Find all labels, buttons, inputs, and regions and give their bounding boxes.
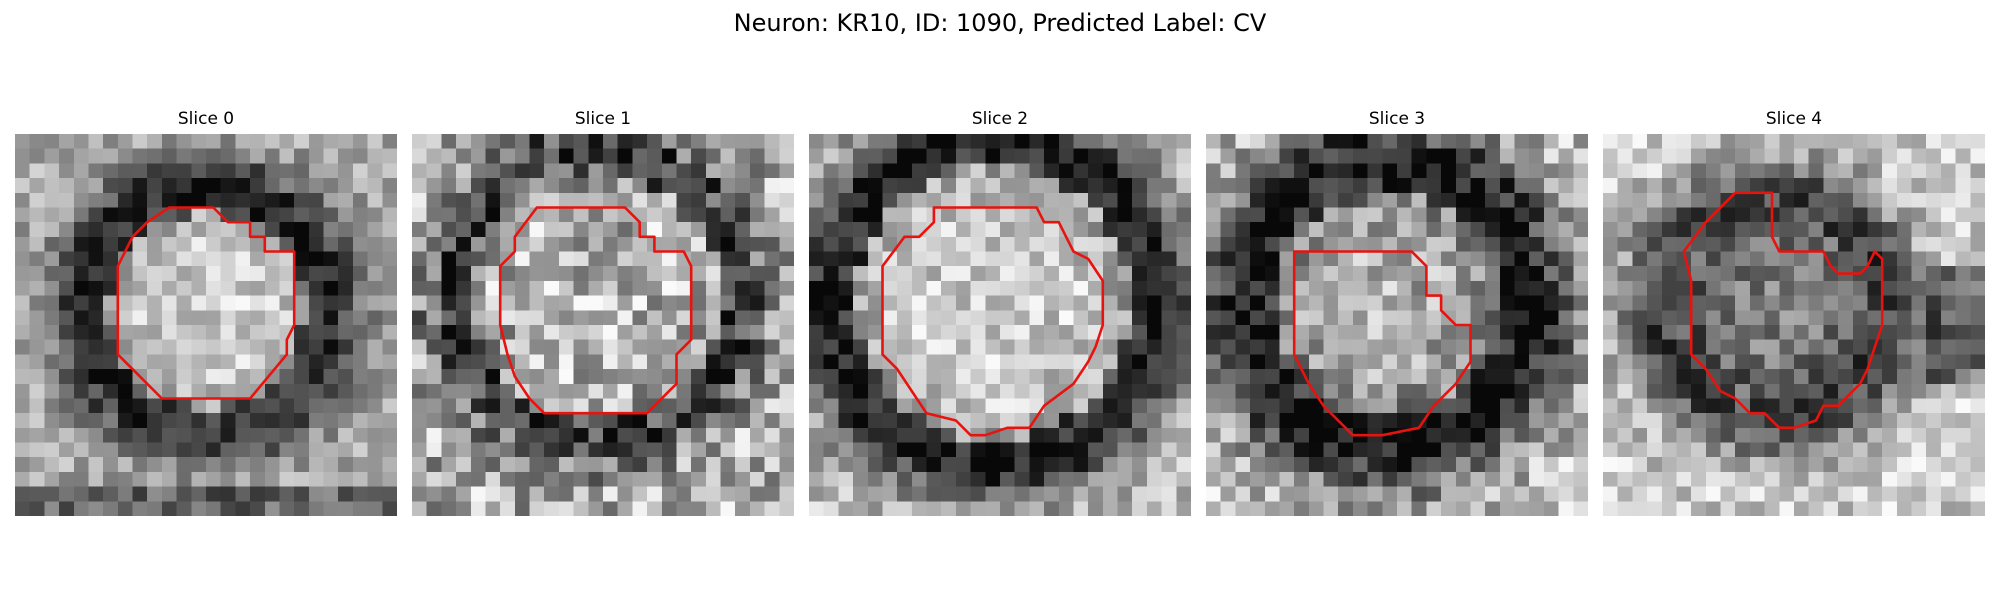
roi-contour-4: [1682, 191, 1884, 430]
pixel-grid: [1603, 134, 1985, 516]
slice-title-1: Slice 1: [574, 109, 632, 129]
slice-panel-3: Slice 3: [1206, 108, 1588, 518]
pixel-grid: [809, 134, 1191, 516]
slice-title-3: Slice 3: [1368, 109, 1426, 129]
slice-image-4: [1603, 134, 1985, 516]
slice-image-2: [809, 134, 1191, 516]
slice-title-4: Slice 4: [1765, 109, 1823, 129]
slice-title-2: Slice 2: [971, 109, 1029, 129]
slice-title-0: Slice 0: [177, 109, 235, 129]
pixel-grid: [15, 134, 397, 516]
pixel-grid: [1206, 134, 1588, 516]
roi-contour-2: [881, 206, 1105, 437]
slice-panel-0: Slice 0: [15, 108, 397, 518]
slice-panel-2: Slice 2: [809, 108, 1191, 518]
figure-title: Neuron: KR10, ID: 1090, Predicted Label:…: [733, 9, 1267, 37]
slice-image-0: [15, 134, 397, 516]
pixel-grid: [412, 134, 794, 516]
slice-image-3: [1206, 134, 1588, 516]
slice-image-1: [412, 134, 794, 516]
roi-contour-0: [116, 206, 296, 400]
roi-contour-3: [1292, 250, 1472, 437]
slice-panel-4: Slice 4: [1603, 108, 1985, 518]
roi-contour-1: [498, 206, 693, 415]
slice-panel-1: Slice 1: [412, 108, 794, 518]
